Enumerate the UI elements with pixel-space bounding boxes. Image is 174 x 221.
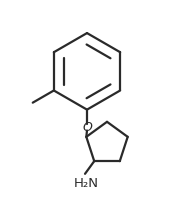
Text: O: O bbox=[82, 120, 92, 133]
Text: H₂N: H₂N bbox=[73, 177, 98, 190]
